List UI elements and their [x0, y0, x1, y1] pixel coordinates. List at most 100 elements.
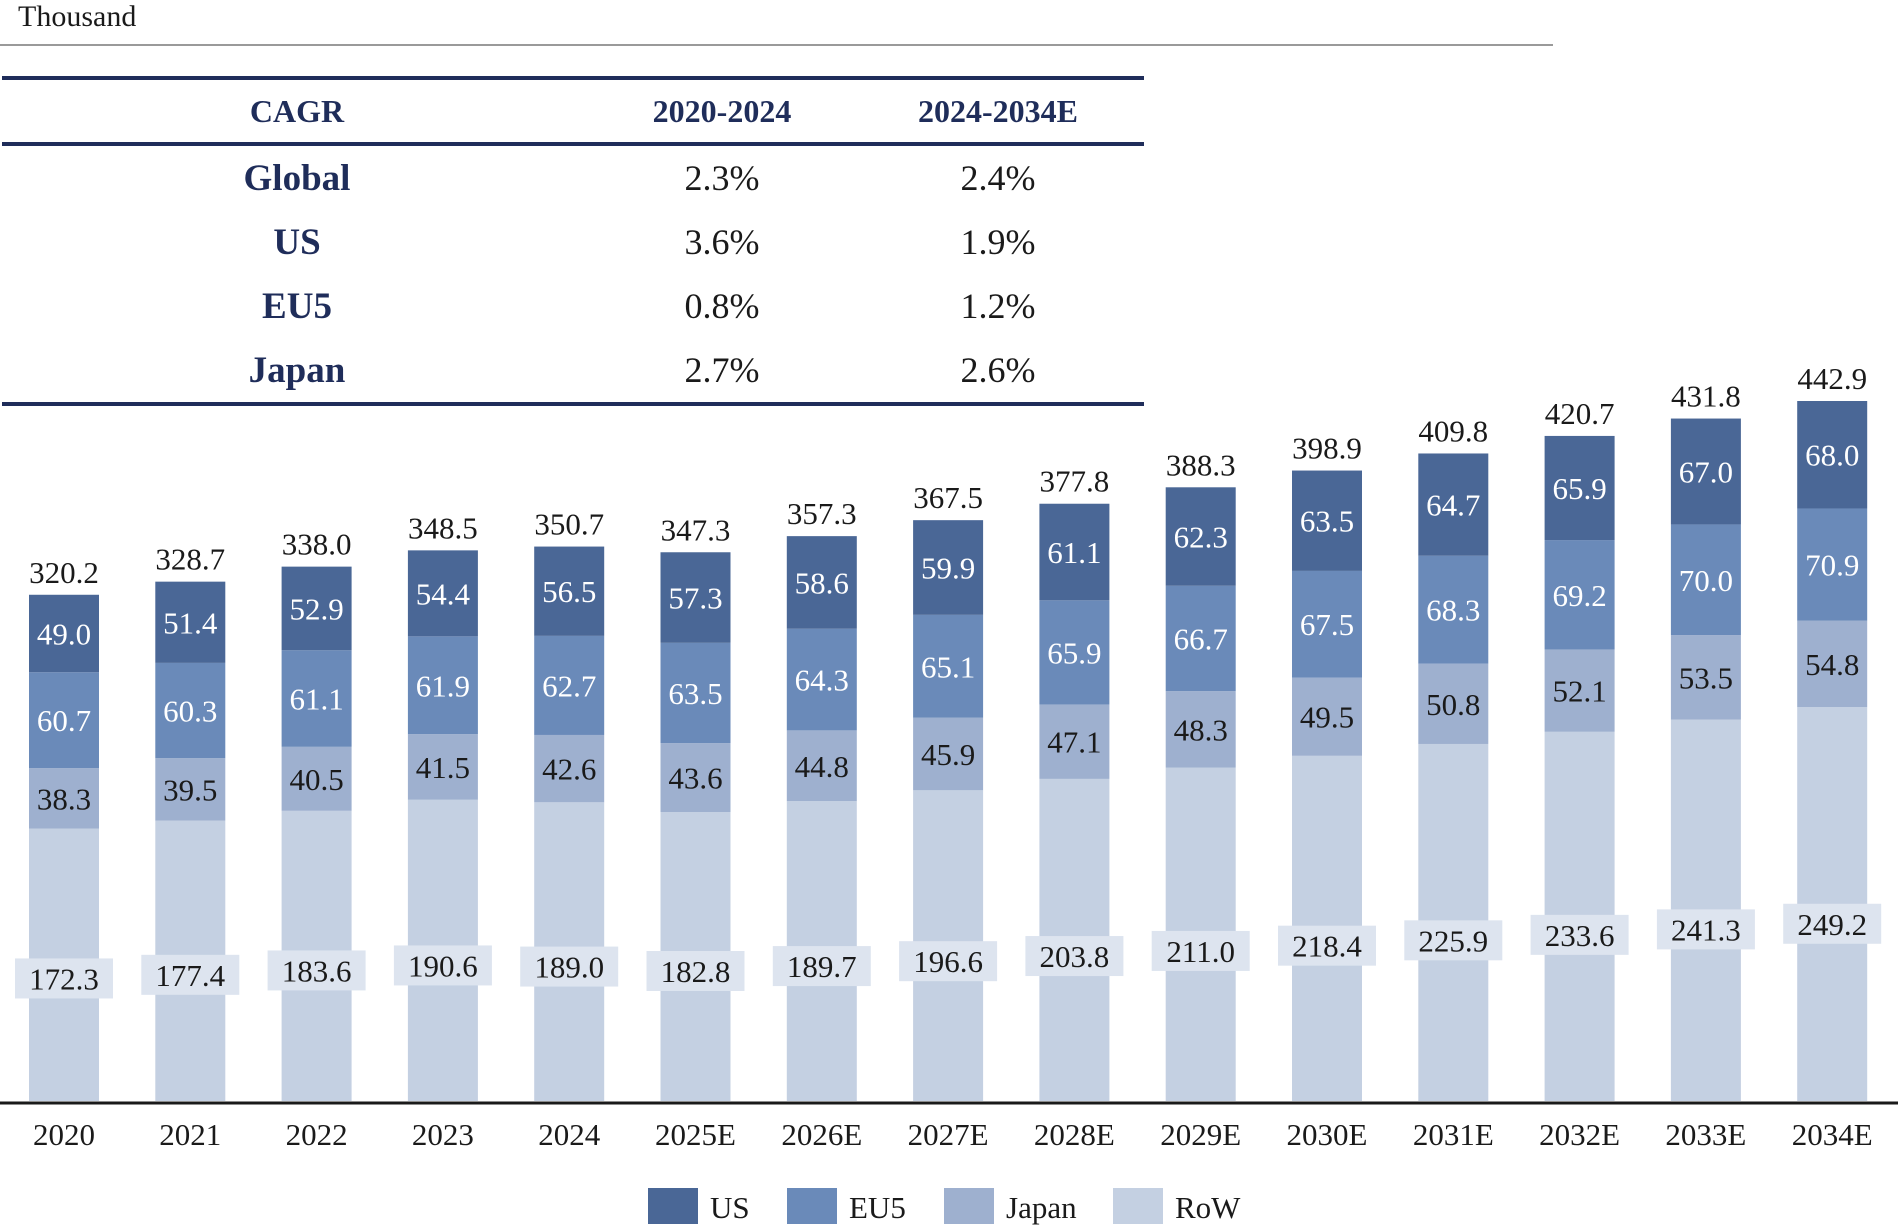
- bar-segment-japan-2020: [29, 768, 99, 829]
- data-label-row-2030e: 218.4: [1292, 929, 1362, 964]
- bar-segment-eu5-2032e: [1544, 540, 1615, 650]
- data-label-us-2032e: 65.9: [1552, 471, 1606, 506]
- bar-segment-eu5-2021: [155, 662, 226, 759]
- cagr-row-eu5: EU5 0.8% 1.2%: [2, 274, 1144, 338]
- data-label-us-2030e: 63.5: [1300, 504, 1354, 539]
- data-label-box: [772, 946, 871, 987]
- data-label-us-2025e: 57.3: [668, 581, 722, 616]
- total-label-2023: 348.5: [408, 510, 478, 545]
- data-label-us-2024: 56.5: [542, 574, 596, 609]
- legend-swatch-row: [1113, 1188, 1163, 1224]
- data-label-row-2029e: 211.0: [1166, 934, 1235, 969]
- data-label-japan-2026e: 44.8: [795, 749, 849, 784]
- data-label-us-2022: 52.9: [289, 591, 343, 626]
- total-label-2020: 320.2: [29, 555, 99, 590]
- data-label-row-2034e: 249.2: [1797, 907, 1867, 942]
- data-label-box: [646, 950, 745, 991]
- data-label-japan-2024: 42.6: [542, 752, 596, 787]
- legend-label-japan: Japan: [1006, 1190, 1077, 1225]
- x-tick-label-2032e: 2032E: [1539, 1117, 1620, 1152]
- cagr-row-label: EU5: [262, 285, 332, 327]
- data-label-japan-2031e: 50.8: [1426, 687, 1480, 722]
- total-label-2026e: 357.3: [787, 496, 857, 531]
- total-label-2029e: 388.3: [1166, 447, 1236, 482]
- x-tick-label-2023: 2023: [412, 1117, 474, 1152]
- data-label-eu5-2020: 60.7: [37, 703, 91, 738]
- data-label-row-2026e: 189.7: [787, 949, 857, 984]
- data-label-box: [1151, 930, 1250, 971]
- data-label-row-2020: 172.3: [29, 961, 99, 996]
- bar-segment-us-2028e: [1039, 503, 1110, 601]
- data-label-box: [1278, 925, 1376, 966]
- data-label-box: [899, 941, 998, 982]
- bar-segment-japan-2022: [281, 746, 352, 811]
- data-label-us-2027e: 59.9: [921, 551, 975, 586]
- data-label-japan-2033e: 53.5: [1679, 660, 1733, 695]
- data-label-japan-2020: 38.3: [37, 781, 91, 816]
- data-label-japan-2022: 40.5: [289, 762, 343, 797]
- period-2024-2034e-header: 2024-2034E: [852, 76, 1144, 146]
- data-label-us-2034e: 68.0: [1805, 438, 1859, 473]
- data-label-box: [1025, 936, 1124, 977]
- x-tick-label-2028e: 2028E: [1034, 1117, 1115, 1152]
- data-label-us-2020: 49.0: [37, 616, 91, 651]
- legend-label-eu5: EU5: [849, 1190, 906, 1225]
- x-tick-label-2025e: 2025E: [655, 1117, 736, 1152]
- bar-segment-eu5-2031e: [1418, 555, 1489, 664]
- data-label-eu5-2021: 60.3: [163, 694, 217, 729]
- data-label-us-2031e: 64.7: [1426, 488, 1480, 523]
- data-label-eu5-2024: 62.7: [542, 668, 596, 703]
- bar-segment-us-2032e: [1544, 435, 1615, 541]
- legend-item-eu5: EU5: [787, 1188, 906, 1225]
- data-label-japan-2034e: 54.8: [1805, 647, 1859, 682]
- cagr-row-japan: Japan 2.7% 2.6%: [2, 338, 1144, 406]
- total-label-2028e: 377.8: [1040, 464, 1110, 499]
- total-label-2024: 350.7: [534, 507, 604, 542]
- x-tick-label-2033e: 2033E: [1665, 1117, 1746, 1152]
- bar-segment-us-2030e: [1292, 470, 1362, 571]
- bar-segment-japan-2027e: [913, 717, 984, 791]
- cagr-row-label: Global: [243, 157, 351, 199]
- x-tick-label-2020: 2020: [33, 1117, 95, 1152]
- bar-segment-japan-2033e: [1670, 635, 1741, 720]
- data-label-eu5-2031e: 68.3: [1426, 593, 1480, 628]
- total-label-2031e: 409.8: [1418, 413, 1488, 448]
- legend-label-row: RoW: [1175, 1190, 1241, 1225]
- data-label-box: [520, 946, 619, 987]
- bar-segment-eu5-2028e: [1039, 600, 1110, 705]
- cagr-value: 0.8%: [684, 286, 760, 326]
- x-tick-label-2030e: 2030E: [1287, 1117, 1368, 1152]
- legend-swatch-japan: [944, 1188, 994, 1224]
- bar-segment-japan-2030e: [1292, 677, 1362, 756]
- data-label-eu5-2023: 61.9: [416, 668, 470, 703]
- data-label-eu5-2025e: 63.5: [668, 676, 722, 711]
- legend-item-us: US: [648, 1188, 750, 1225]
- data-label-eu5-2026e: 64.3: [795, 663, 849, 698]
- total-label-2032e: 420.7: [1545, 396, 1615, 431]
- bar-segment-japan-2032e: [1544, 649, 1615, 732]
- data-label-box: [15, 958, 113, 999]
- x-tick-label-2022: 2022: [286, 1117, 348, 1152]
- cagr-value: 1.2%: [960, 286, 1036, 326]
- total-label-2030e: 398.9: [1292, 431, 1362, 466]
- cagr-value: 1.9%: [960, 222, 1036, 262]
- bar-segment-us-2034e: [1797, 401, 1868, 509]
- bar-segment-japan-2021: [155, 758, 226, 821]
- bar-segment-japan-2031e: [1418, 663, 1489, 744]
- bar-segment-us-2029e: [1165, 487, 1236, 586]
- cagr-value: 2.4%: [960, 158, 1036, 198]
- cagr-row-global: Global 2.3% 2.4%: [2, 144, 1144, 210]
- cagr-row-us: US 3.6% 1.9%: [2, 210, 1144, 274]
- bar-segment-japan-2028e: [1039, 704, 1110, 779]
- legend-swatch-us: [648, 1188, 698, 1224]
- cagr-row-label: Japan: [2, 338, 592, 406]
- unit-label: Thousand: [18, 0, 137, 33]
- bar-segment-eu5-2025e: [660, 642, 731, 744]
- bar-segment-us-2026e: [786, 536, 857, 629]
- bar-segment-japan-2024: [534, 734, 605, 803]
- data-label-box: [1656, 909, 1755, 950]
- bar-segment-eu5-2024: [534, 635, 605, 735]
- bar-segment-us-2023: [407, 550, 478, 637]
- legend-item-row: RoW: [1113, 1188, 1241, 1225]
- data-label-row-2025e: 182.8: [661, 954, 731, 989]
